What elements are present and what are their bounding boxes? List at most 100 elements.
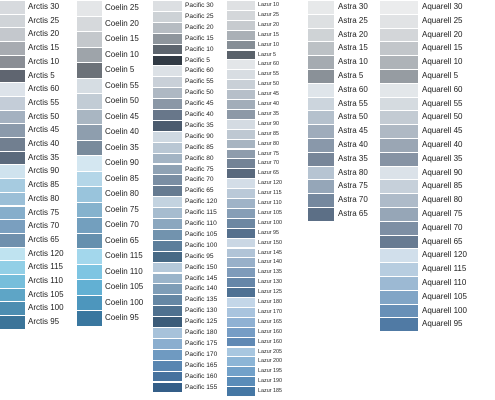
swatch-label: Lazur 90 (258, 120, 279, 127)
color-swatch (0, 316, 25, 329)
swatch-label: Pacific 30 (185, 2, 214, 9)
swatch-label: Aquarell 105 (422, 291, 467, 301)
color-swatch (308, 125, 334, 138)
color-swatch (77, 264, 102, 279)
color-swatch (227, 238, 255, 248)
color-swatch (227, 377, 255, 387)
swatch-label: Lazur 10 (258, 41, 279, 48)
color-swatch (77, 32, 102, 47)
swatch-label: Astra 55 (338, 98, 368, 108)
color-swatch (380, 277, 418, 290)
swatch-label: Pacific 100 (185, 241, 218, 249)
color-swatch (153, 131, 182, 142)
color-swatch (0, 233, 25, 247)
swatch-label: Pacific 160 (185, 372, 218, 380)
swatch-label: Pacific 20 (185, 23, 214, 31)
color-swatch (77, 295, 102, 310)
color-swatch (227, 387, 255, 396)
swatch-label: Aquarell 25 (422, 15, 463, 25)
color-swatch (380, 152, 418, 166)
color-swatch (380, 235, 418, 249)
swatch-label: Pacific 115 (185, 209, 217, 217)
swatch-label: Lazur 180 (258, 299, 282, 305)
color-swatch (153, 262, 182, 273)
swatch-label: Arctis 80 (28, 193, 60, 203)
swatch-label: Pacific 120 (185, 198, 218, 206)
color-swatch (77, 280, 102, 295)
swatch-label: Pacific 140 (185, 285, 218, 293)
swatch-label: Coelin 70 (105, 220, 139, 229)
swatch-label: Astra 80 (338, 167, 368, 177)
swatch-label: Aquarell 20 (422, 29, 463, 39)
color-swatch (380, 318, 418, 332)
swatch-label: Arctis 20 (28, 29, 60, 39)
color-swatch (77, 94, 102, 109)
color-swatch (153, 295, 182, 306)
color-swatch (77, 218, 102, 233)
swatch-label: Arctis 30 (28, 2, 60, 11)
color-swatch (380, 180, 418, 194)
swatch-label: Lazur 60 (258, 61, 279, 68)
color-swatch (227, 228, 255, 238)
color-swatch (0, 302, 25, 316)
color-swatch (77, 249, 102, 264)
swatch-label: Pacific 105 (185, 230, 218, 238)
swatch-label: Coelin 85 (105, 173, 139, 183)
color-swatch (153, 229, 182, 240)
color-swatch (0, 179, 25, 192)
swatch-label: Lazur 105 (258, 209, 282, 216)
color-swatch (227, 307, 255, 317)
swatch-label: Coelin 20 (105, 18, 139, 28)
color-swatch (227, 30, 255, 40)
swatch-label: Pacific 35 (185, 121, 214, 129)
swatch-label: Pacific 90 (185, 132, 214, 140)
color-swatch (227, 268, 255, 278)
swatch-label: Aquarell 35 (422, 153, 463, 163)
swatch-label: Coelin 15 (105, 34, 139, 43)
swatch-label: Astra 5 (338, 71, 364, 80)
color-swatch (0, 165, 25, 179)
color-swatch (380, 194, 418, 207)
color-swatch (0, 42, 25, 55)
swatch-label: Aquarell 10 (422, 57, 463, 67)
swatch-label: Pacific 70 (185, 176, 214, 184)
swatch-label: Arctis 75 (28, 207, 60, 217)
color-swatch (153, 33, 182, 44)
color-swatch (380, 125, 418, 138)
color-swatch (227, 109, 255, 119)
swatch-label: Aquarell 50 (422, 112, 463, 122)
swatch-label: Astra 20 (338, 29, 368, 39)
swatch-label: Astra 10 (338, 57, 368, 67)
color-swatch (227, 367, 255, 377)
swatch-label: Arctis 35 (28, 152, 60, 162)
swatch-label: Coelin 55 (105, 80, 139, 90)
swatch-label: Lazur 95 (258, 229, 279, 236)
color-swatch (153, 382, 182, 393)
swatch-label: Pacific 85 (185, 143, 214, 151)
swatch-label: Pacific 95 (185, 252, 214, 260)
swatch-label: Arctis 45 (28, 125, 60, 135)
swatch-label: Arctis 95 (28, 317, 60, 327)
color-swatch (227, 357, 255, 367)
swatch-label: Aquarell 70 (422, 222, 463, 232)
color-swatch (0, 124, 25, 137)
color-swatch (77, 233, 102, 248)
color-swatch (153, 317, 182, 327)
swatch-label: Coelin 110 (105, 266, 143, 276)
color-swatch (380, 290, 418, 304)
color-swatch (227, 1, 255, 10)
color-swatch (0, 110, 25, 124)
color-swatch (227, 80, 255, 90)
color-swatch (227, 347, 255, 357)
swatch-label: Lazur 190 (258, 378, 282, 385)
swatch-label: Lazur 170 (258, 308, 282, 315)
swatch-label: Arctis 110 (28, 276, 63, 285)
swatch-label: Astra 70 (338, 195, 368, 205)
swatch-label: Lazur 75 (258, 150, 279, 157)
swatch-label: Lazur 205 (258, 348, 282, 355)
color-swatch (77, 47, 102, 62)
color-swatch (380, 263, 418, 276)
color-swatch (308, 42, 334, 56)
swatch-label: Lazur 85 (258, 130, 279, 137)
swatch-label: Lazur 20 (258, 21, 279, 28)
